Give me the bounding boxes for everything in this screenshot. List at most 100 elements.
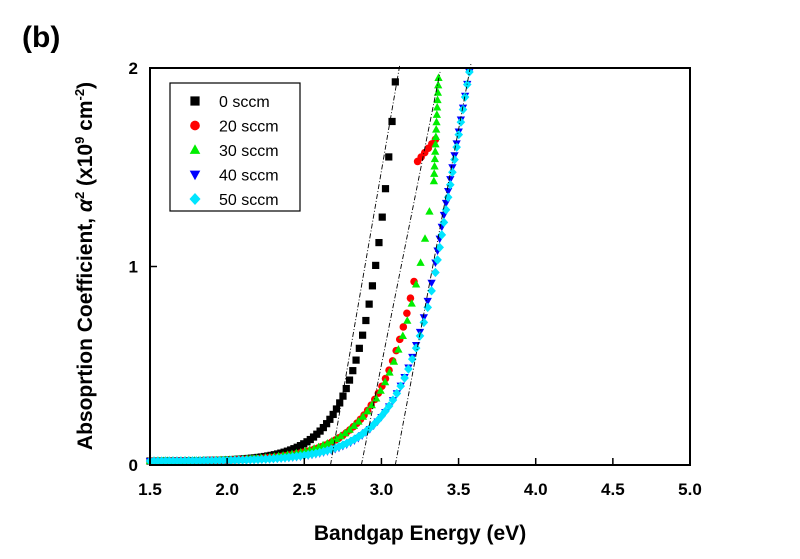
data-point xyxy=(446,176,455,184)
data-point xyxy=(357,429,367,439)
data-point xyxy=(345,425,354,433)
data-point xyxy=(432,125,441,133)
data-point xyxy=(326,415,334,423)
data-point xyxy=(407,299,416,307)
data-point xyxy=(423,297,432,306)
data-point xyxy=(329,410,337,419)
data-point xyxy=(352,356,360,364)
data-point xyxy=(327,436,337,445)
data-point xyxy=(326,444,336,454)
legend-label: 0 sccm xyxy=(219,94,270,111)
tangent-line xyxy=(394,63,472,466)
data-point xyxy=(341,428,350,437)
data-point xyxy=(323,438,332,447)
data-point xyxy=(332,434,341,442)
data-point xyxy=(342,384,350,393)
data-point xyxy=(427,286,436,296)
x-tick-label: 3.5 xyxy=(447,480,471,499)
data-point xyxy=(339,392,347,400)
legend-marker xyxy=(190,96,200,106)
data-point xyxy=(349,367,357,375)
data-point xyxy=(431,139,440,148)
y-tick-label: 0 xyxy=(129,456,138,475)
data-point xyxy=(388,395,398,405)
data-point xyxy=(394,345,403,353)
data-point xyxy=(444,188,453,196)
data-point xyxy=(407,354,417,364)
data-point xyxy=(323,420,331,428)
data-point xyxy=(411,343,421,353)
data-point xyxy=(435,242,444,253)
data-point xyxy=(427,279,436,288)
data-point xyxy=(318,440,328,449)
data-point xyxy=(319,423,327,432)
data-point xyxy=(420,234,430,242)
data-point xyxy=(392,388,402,399)
data-point xyxy=(430,154,440,163)
series-4 xyxy=(145,67,474,466)
data-point xyxy=(448,167,457,177)
data-point xyxy=(385,368,394,376)
y-axis-title-units-exp: 9 xyxy=(72,137,87,144)
data-point xyxy=(372,261,380,270)
data-point xyxy=(372,393,381,402)
legend-marker xyxy=(190,120,200,131)
legend-label: 20 sccm xyxy=(219,119,279,136)
data-point xyxy=(399,323,408,331)
y-axis-title-units-open: (x10 xyxy=(74,144,97,192)
x-axis: 1.5 2.0 2.5 3.0 3.5 4.0 4.5 5.0 xyxy=(138,458,702,499)
x-tick-label: 4.0 xyxy=(524,480,548,499)
data-point xyxy=(384,401,394,411)
data-point xyxy=(381,185,390,193)
data-point xyxy=(380,377,390,386)
data-point xyxy=(429,176,439,185)
y-tick-label: 2 xyxy=(129,59,138,78)
data-point xyxy=(376,386,385,394)
data-point xyxy=(336,431,345,440)
data-point xyxy=(439,217,449,228)
plot-area xyxy=(145,63,474,466)
data-point xyxy=(423,302,433,313)
data-point xyxy=(430,161,439,170)
data-point xyxy=(456,117,466,127)
legend-marker xyxy=(189,170,201,181)
y-axis-title-units-close: ) xyxy=(74,82,97,89)
data-point xyxy=(432,110,442,118)
data-point xyxy=(419,317,429,328)
data-point xyxy=(336,399,344,407)
data-point xyxy=(367,400,376,409)
data-point xyxy=(434,73,443,81)
y-axis: 0 1 2 xyxy=(129,59,157,475)
data-point xyxy=(365,300,373,308)
data-point xyxy=(354,417,363,425)
y-axis-title: Absoprtion Coefficient, α2 (x109 cm-2) xyxy=(72,82,97,450)
data-point xyxy=(362,316,370,325)
data-point xyxy=(458,104,468,115)
data-point xyxy=(398,331,407,340)
legend-label: 30 sccm xyxy=(219,143,279,160)
x-tick-label: 4.5 xyxy=(601,480,625,499)
data-point xyxy=(412,279,421,288)
data-point xyxy=(396,381,406,391)
data-point xyxy=(432,117,441,126)
data-point xyxy=(454,129,464,140)
data-point xyxy=(465,67,474,77)
data-point xyxy=(375,238,383,247)
data-point xyxy=(431,132,441,140)
data-point xyxy=(358,412,368,420)
x-tick-label: 2.0 xyxy=(215,480,239,499)
y-tick-label: 1 xyxy=(129,258,138,277)
legend-marker xyxy=(189,193,201,205)
data-point xyxy=(404,364,413,374)
data-point xyxy=(430,169,439,177)
data-point xyxy=(391,78,399,86)
data-point xyxy=(349,421,359,429)
y-axis-title-units-cm-exp: -2 xyxy=(72,89,87,101)
x-tick-label: 3.0 xyxy=(370,480,394,499)
data-point xyxy=(403,309,411,318)
data-point xyxy=(416,258,425,266)
data-point xyxy=(450,155,459,165)
data-point xyxy=(403,316,412,324)
data-point xyxy=(378,213,386,221)
data-point xyxy=(338,440,348,450)
